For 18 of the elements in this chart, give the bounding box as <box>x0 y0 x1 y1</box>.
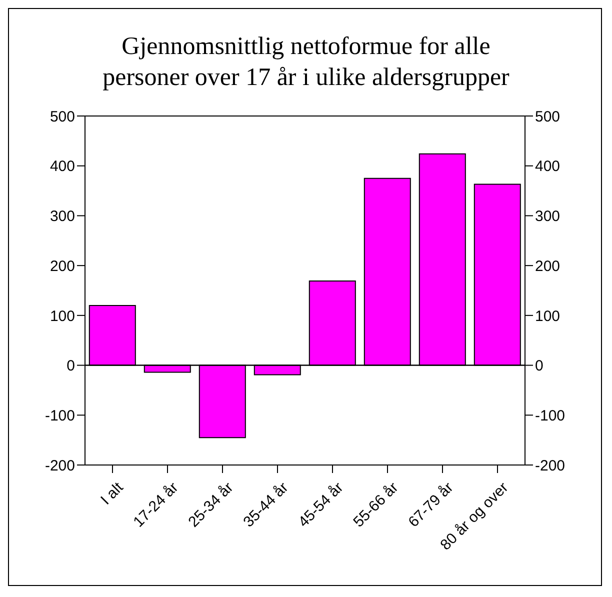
y-tick-label: 100 <box>50 308 75 325</box>
y2-tick-label: 100 <box>535 308 560 325</box>
y-tick-label: -100 <box>44 407 75 424</box>
y2-tick-label: 0 <box>535 358 544 375</box>
y2-tick-label: -200 <box>535 457 566 474</box>
y2-tick-label: 500 <box>535 108 560 126</box>
y-tick-label: 500 <box>50 108 75 126</box>
y-tick-label: 200 <box>50 258 75 275</box>
y2-tick-label: 200 <box>535 258 560 275</box>
y2-tick-label: 300 <box>535 208 560 226</box>
chart-title: Gjennomsnittlig nettoformue for alle personer over 17 år i ulike aldersgrupper <box>102 32 510 93</box>
y2-tick-label: 400 <box>535 158 560 176</box>
x-tick-label: I alt <box>98 478 128 508</box>
y2-tick-label: -100 <box>535 407 566 424</box>
y-tick-label: 400 <box>50 158 75 176</box>
y-tick-label: -200 <box>44 457 75 474</box>
y-tick-label: 300 <box>50 208 75 226</box>
y-tick-label: 0 <box>66 358 75 375</box>
